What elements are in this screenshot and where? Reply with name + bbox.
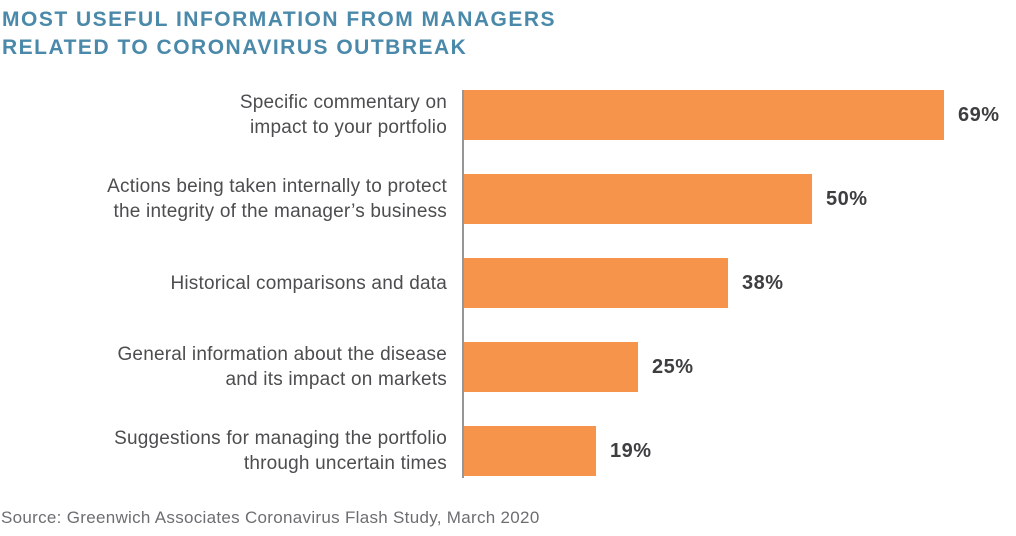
source-note: Source: Greenwich Associates Coronavirus… [1, 508, 540, 527]
bar-wrap: 50% [464, 174, 1016, 224]
bar-zone: 50% [462, 174, 1016, 258]
bar [464, 258, 728, 308]
value-label: 50% [826, 187, 868, 210]
bar-row: Suggestions for managing the portfolio t… [2, 426, 1016, 478]
bar [464, 342, 638, 392]
bar-row: Historical comparisons and data 38% [2, 258, 1016, 342]
category-label: Historical comparisons and data [170, 272, 447, 294]
bar-wrap: 38% [464, 258, 1016, 308]
bar-row: General information about the disease an… [2, 342, 1016, 426]
value-label: 25% [652, 355, 694, 378]
category-label: Actions being taken internally to protec… [107, 176, 447, 222]
category-label: General information about the disease an… [117, 344, 447, 390]
value-label: 69% [958, 103, 1000, 126]
category-label: Suggestions for managing the portfolio t… [114, 428, 447, 474]
bar-row: Actions being taken internally to protec… [2, 174, 1016, 258]
bar-zone: 38% [462, 258, 1016, 342]
category-label: Specific commentary on impact to your po… [239, 92, 447, 138]
bar-wrap: 25% [464, 342, 1016, 392]
bar [464, 90, 944, 140]
bar [464, 426, 596, 476]
bar [464, 174, 812, 224]
bar-zone: 69% [462, 90, 1016, 174]
bar-row: Specific commentary on impact to your po… [2, 90, 1016, 174]
chart-title-line1: MOST USEFUL INFORMATION FROM MANAGERS [2, 8, 557, 31]
value-label: 38% [742, 271, 784, 294]
value-label: 19% [610, 439, 652, 462]
bar-zone: 19% [462, 426, 1016, 478]
bar-zone: 25% [462, 342, 1016, 426]
chart-title-line2: RELATED TO CORONAVIRUS OUTBREAK [2, 36, 468, 59]
bar-wrap: 19% [464, 426, 1016, 476]
chart-title: MOST USEFUL INFORMATION FROM MANAGERS REL… [2, 6, 1016, 62]
bar-wrap: 69% [464, 90, 1016, 140]
bar-chart: Specific commentary on impact to your po… [2, 90, 1016, 478]
